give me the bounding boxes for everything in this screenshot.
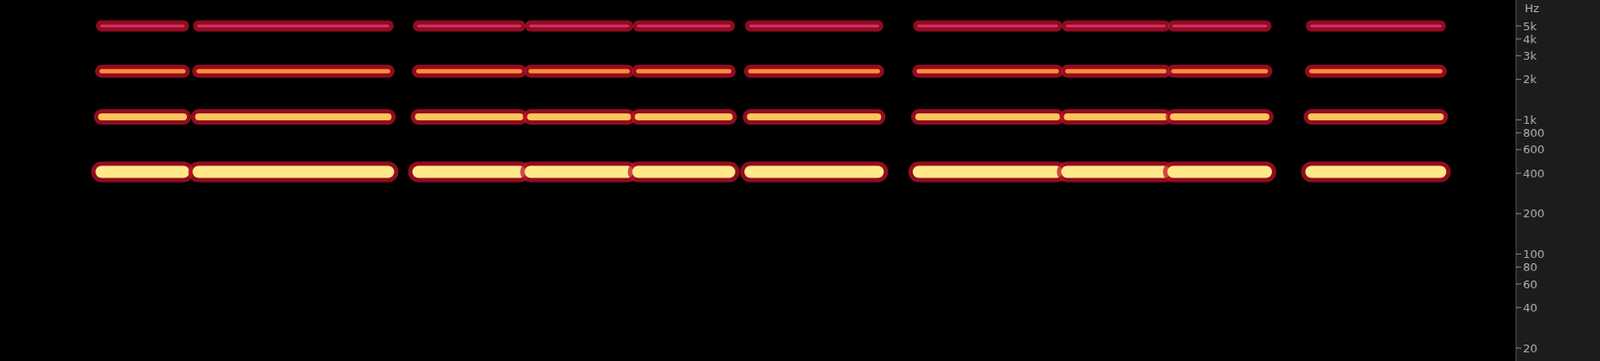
svg-text:1k: 1k [1522, 113, 1537, 127]
svg-text:200: 200 [1522, 206, 1545, 220]
svg-text:5k: 5k [1522, 19, 1537, 33]
svg-text:60: 60 [1522, 277, 1538, 291]
svg-text:2k: 2k [1522, 72, 1537, 86]
svg-text:400: 400 [1522, 167, 1545, 180]
svg-text:40: 40 [1522, 301, 1538, 315]
svg-text:3k: 3k [1522, 49, 1537, 63]
svg-text:600: 600 [1522, 142, 1545, 156]
svg-text:80: 80 [1522, 260, 1538, 274]
svg-text:800: 800 [1522, 126, 1545, 140]
svg-text:4k: 4k [1522, 32, 1537, 46]
svg-text:100: 100 [1522, 247, 1545, 261]
html-text:Hz: Hz [1524, 1, 1540, 15]
svg-text:20: 20 [1522, 341, 1538, 355]
